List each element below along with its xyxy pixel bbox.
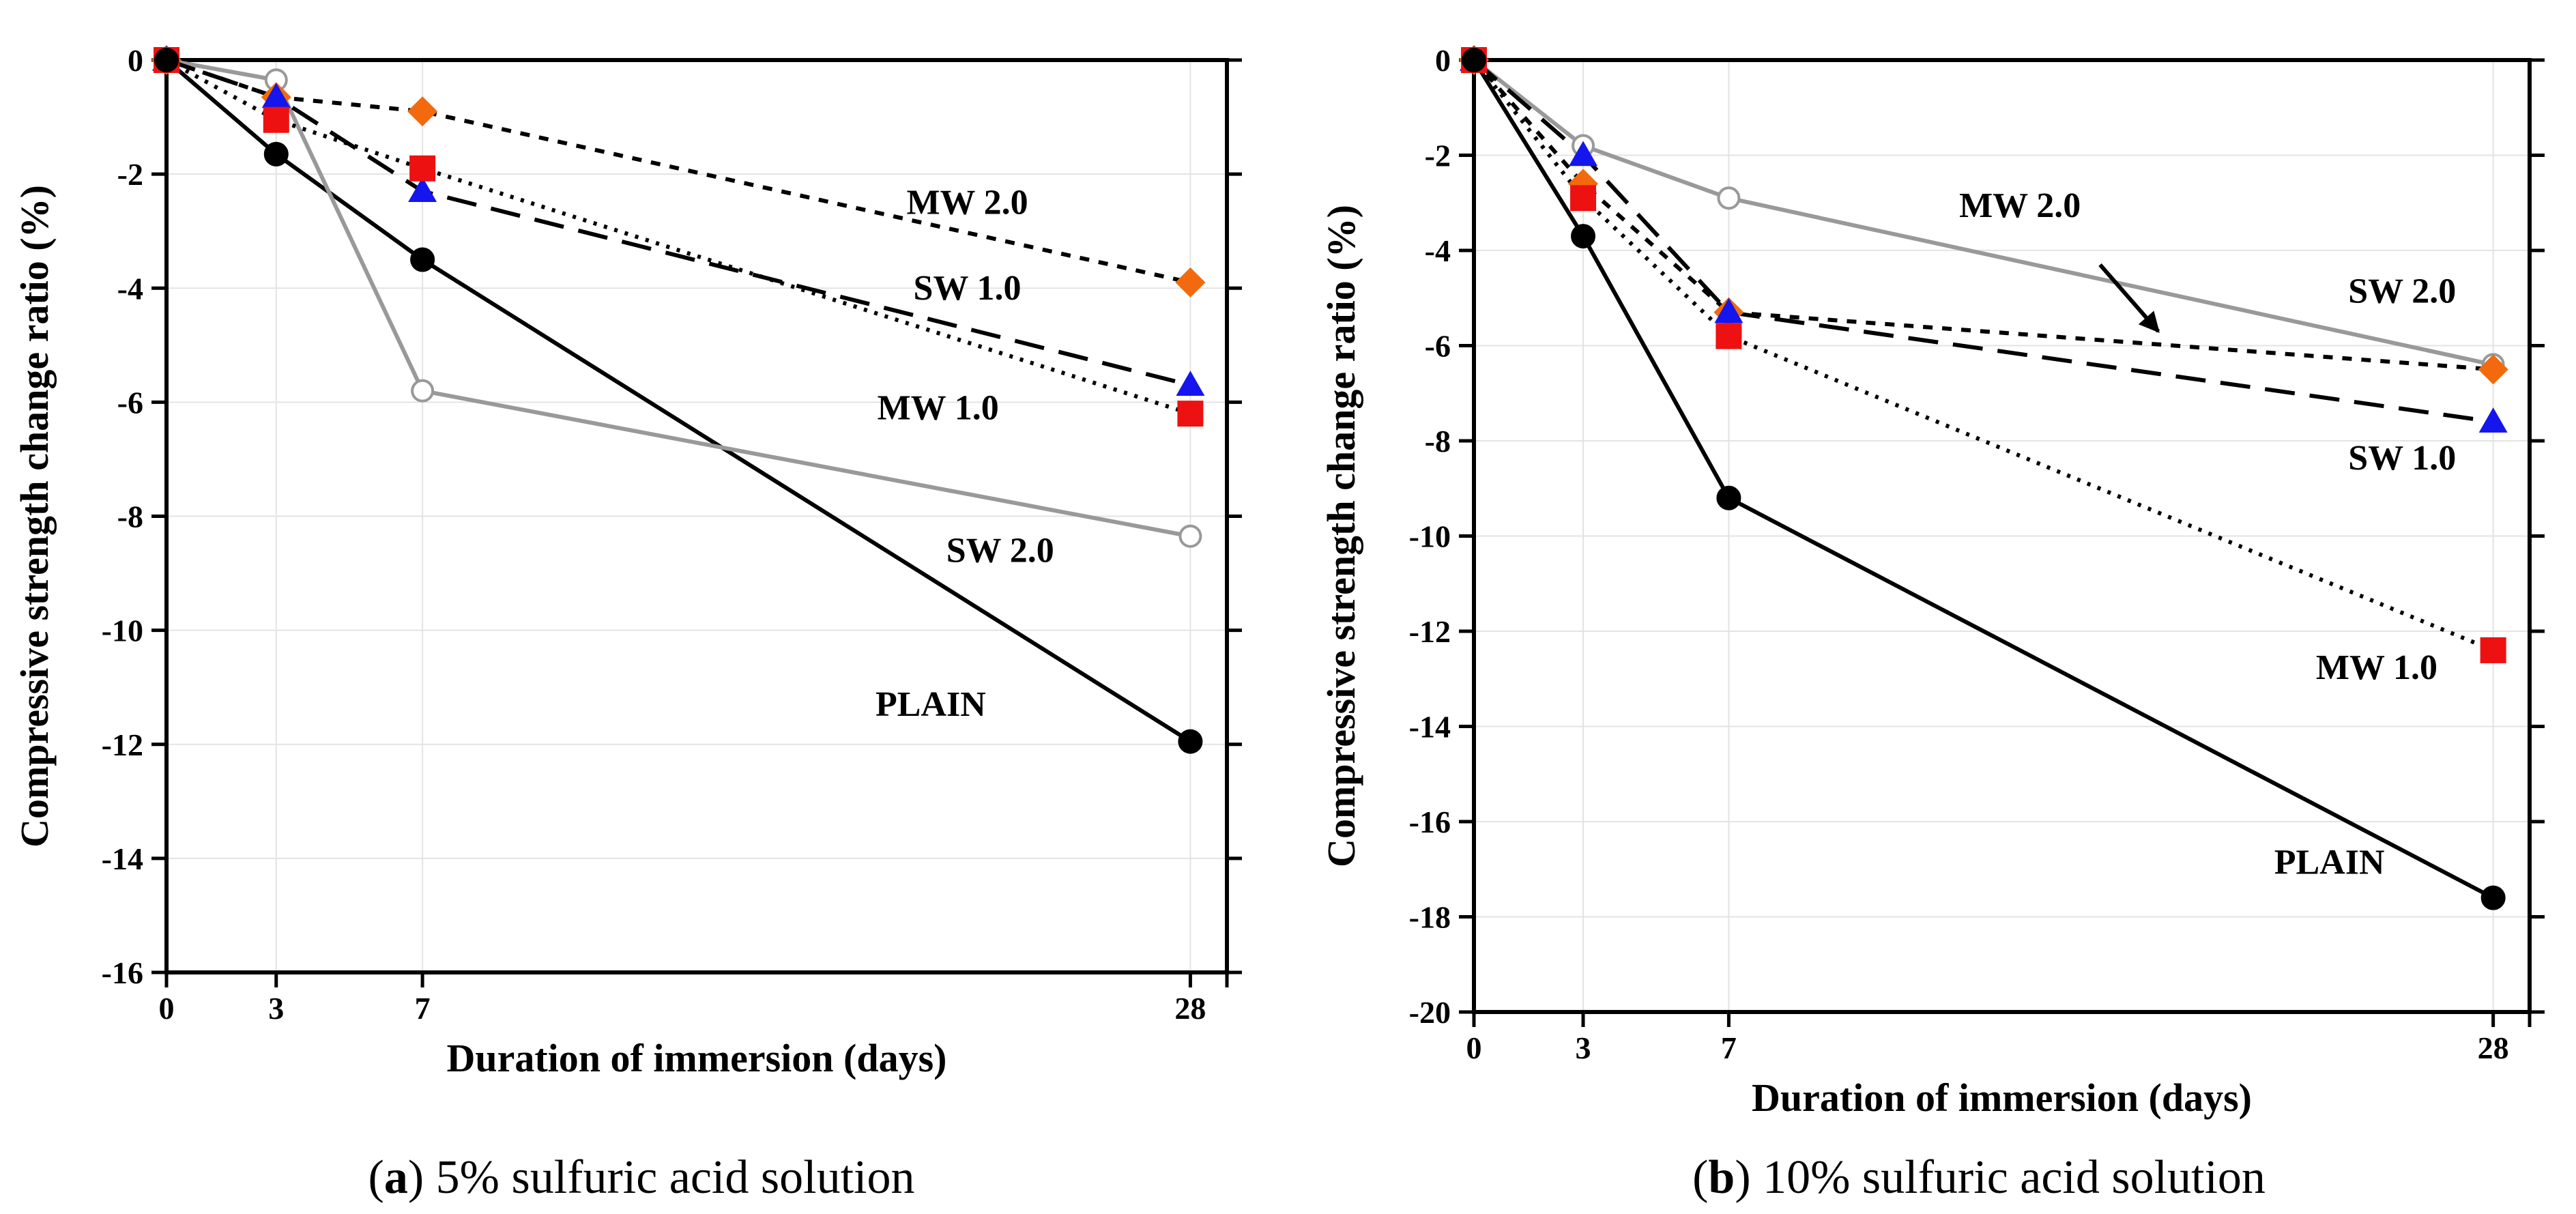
- data-point-sw-20: [1178, 524, 1202, 548]
- series-label: SW 2.0: [2348, 272, 2456, 311]
- chart-panel-a: 0 -2 -4 -6 -8 -10 -12 -14 -16 0 3 7 28 Duration of im…: [12, 43, 1242, 1204]
- series-line-sw-20: [1473, 58, 2494, 367]
- data-point-plain: [263, 141, 289, 167]
- data-point-mw-20: [407, 96, 438, 127]
- series-line-mw-20: [166, 58, 1191, 285]
- y-tick-label: -8: [117, 500, 143, 534]
- data-point-sw-10: [1176, 371, 1205, 396]
- y-tick-label: -2: [117, 157, 143, 192]
- x-tick-label: 28: [1174, 991, 1206, 1026]
- x-axis-title: Duration of immersion (days): [446, 1036, 946, 1080]
- x-tick-label: 3: [1576, 1030, 1591, 1065]
- annotation-arrow: [2098, 263, 2160, 333]
- y-tick-label: -12: [1409, 614, 1451, 649]
- y-axis-title: Compressive strength change ratio (%): [1319, 205, 1363, 867]
- x-tick-label: 7: [415, 991, 431, 1026]
- data-point-plain: [1716, 485, 1741, 510]
- data-point-sw-10: [1569, 141, 1598, 167]
- y-tick-label: -20: [1409, 995, 1451, 1030]
- y-tick-label: -6: [1425, 329, 1451, 364]
- series-label: SW 1.0: [914, 269, 1022, 308]
- series-line-mw-20: [1472, 59, 2493, 372]
- data-point-sw-10: [1714, 298, 1743, 323]
- series-label: MW 1.0: [2316, 648, 2437, 687]
- data-point-mw-10: [2480, 637, 2506, 663]
- data-point-plain: [1178, 729, 1203, 754]
- panel-caption: (b) 10% sulfuric acid solution: [1692, 1151, 2266, 1204]
- y-tick-label: -10: [102, 613, 143, 648]
- series-line-plain: [165, 58, 1192, 744]
- x-tick-label: 3: [268, 991, 284, 1026]
- series-label: PLAIN: [2274, 843, 2385, 882]
- y-tick-label: -16: [1409, 805, 1451, 839]
- y-tick-label: -2: [1425, 139, 1451, 173]
- y-tick-label: -14: [1409, 710, 1451, 745]
- series-line-plain: [1472, 59, 2495, 900]
- y-tick-label: -18: [1409, 900, 1451, 935]
- chart-panel-b: 0 -2 -4 -6 -8 -10 -12 -14 -16 -18 -20 0 3 7 28 Duration…: [1319, 43, 2545, 1204]
- series-line-mw-10: [165, 58, 1191, 416]
- data-point-sw-10: [408, 177, 437, 202]
- data-point-plain: [1462, 48, 1486, 72]
- y-tick-label: -8: [1425, 424, 1451, 459]
- data-point-mw-20: [1175, 267, 1206, 298]
- x-tick-label: 0: [1466, 1030, 1482, 1065]
- panel-caption-letter: a: [384, 1151, 408, 1204]
- series-label: MW 1.0: [878, 388, 999, 427]
- y-tick-label: -6: [117, 385, 143, 420]
- data-point-sw-20: [1717, 186, 1741, 210]
- series-label: MW 2.0: [906, 184, 1028, 222]
- data-point-plain: [2480, 885, 2506, 910]
- x-tick-label: 7: [1721, 1030, 1737, 1065]
- data-point-sw-10: [261, 83, 291, 109]
- data-point-mw-10: [263, 106, 289, 133]
- y-tick-label: -12: [102, 727, 143, 762]
- y-tick-label: -16: [102, 955, 143, 990]
- series-line-sw-20: [166, 58, 1191, 538]
- data-point-plain: [1571, 224, 1596, 249]
- series-line-sw-10: [1473, 58, 2494, 424]
- x-tick-label: 0: [159, 991, 175, 1026]
- y-tick-label: -4: [1425, 233, 1451, 268]
- x-axis-title: Duration of immersion (days): [1752, 1075, 2252, 1120]
- y-tick-label: -10: [1409, 519, 1451, 554]
- series-label: SW 1.0: [2348, 439, 2456, 478]
- y-tick-label: 0: [1435, 43, 1451, 78]
- series-label: SW 2.0: [946, 531, 1054, 570]
- data-point-plain: [154, 48, 179, 72]
- data-point-mw-20: [2478, 354, 2508, 385]
- y-tick-label: 0: [128, 43, 143, 78]
- data-point-sw-10: [2478, 407, 2508, 433]
- data-point-mw-10: [1716, 323, 1742, 349]
- data-point-plain: [410, 247, 435, 272]
- y-axis-title: Compressive strength change ratio (%): [12, 185, 57, 848]
- data-point-mw-10: [1177, 401, 1204, 427]
- y-tick-label: -4: [117, 271, 143, 306]
- series-line-sw-10: [166, 58, 1191, 388]
- y-tick-label: -14: [102, 841, 143, 876]
- x-tick-label: 28: [2478, 1030, 2509, 1065]
- series-label: MW 2.0: [1959, 186, 2081, 225]
- panel-caption: (a) 5% sulfuric acid solution: [368, 1151, 915, 1204]
- data-point-mw-10: [1570, 185, 1597, 212]
- panel-caption-letter: b: [1708, 1151, 1735, 1204]
- series-label: PLAIN: [875, 685, 986, 724]
- data-point-sw-20: [411, 379, 435, 403]
- data-point-mw-10: [409, 155, 436, 182]
- series-line-mw-10: [1472, 59, 2494, 652]
